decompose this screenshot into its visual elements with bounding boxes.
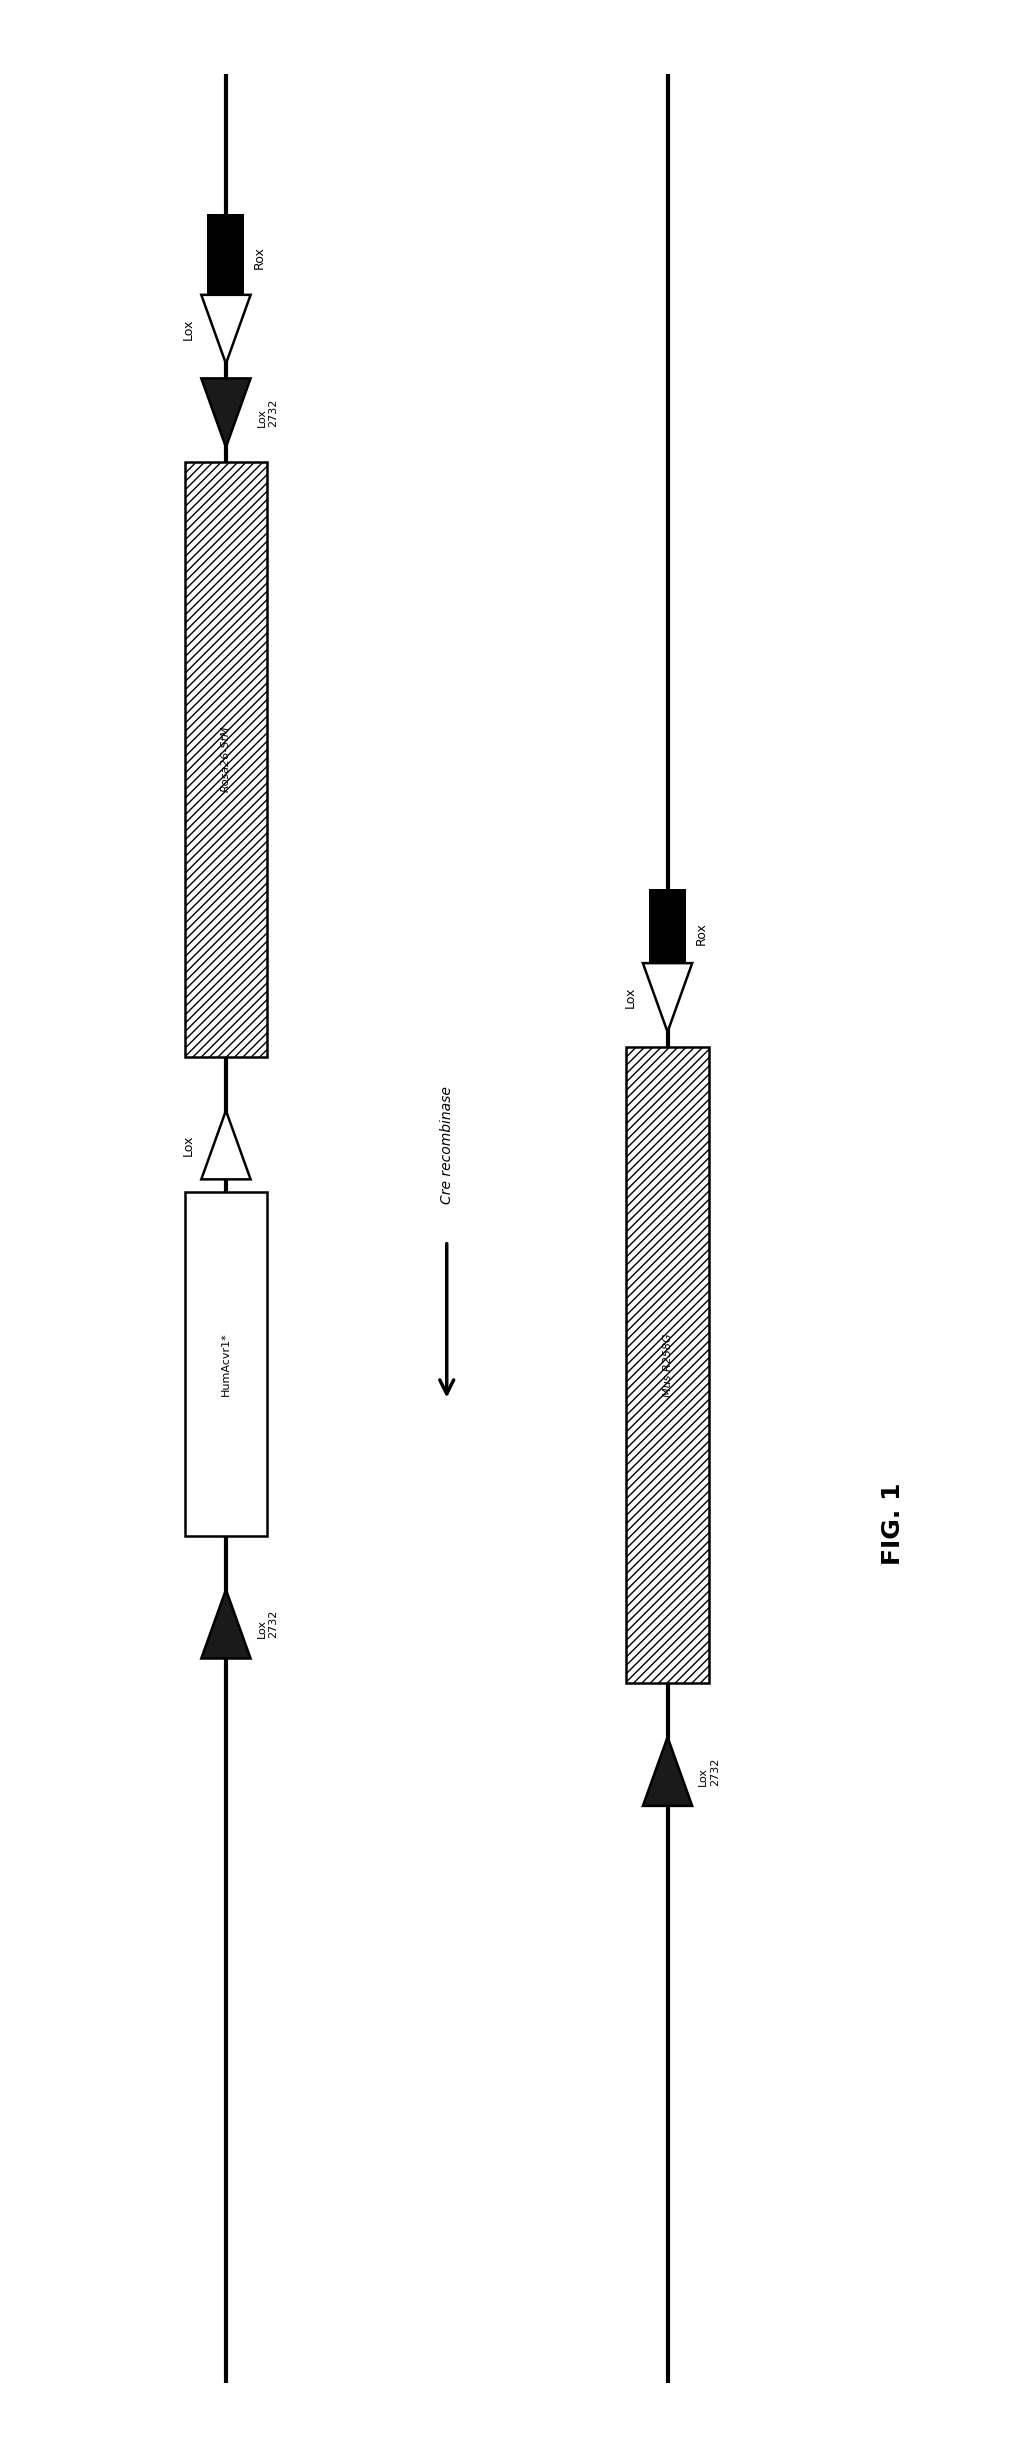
Text: Lox: Lox [182, 319, 195, 339]
Bar [649, 889, 686, 978]
Text: Rosa26-StM: Rosa26-StM [221, 725, 231, 794]
Polygon shape [201, 295, 251, 364]
Polygon shape [643, 1737, 692, 1806]
Text: Lox
2732: Lox 2732 [257, 398, 278, 428]
Polygon shape [643, 963, 692, 1032]
Text: Lox: Lox [623, 988, 637, 1007]
Text: Rox: Rox [694, 921, 708, 946]
Bar [185, 1192, 267, 1536]
Text: Lox: Lox [182, 1135, 195, 1155]
Polygon shape [201, 1111, 251, 1179]
Bar [185, 462, 267, 1057]
Text: Lox
2732: Lox 2732 [698, 1757, 720, 1786]
Polygon shape [201, 1590, 251, 1658]
Text: Lox
2732: Lox 2732 [257, 1609, 278, 1639]
Text: Cre recombinase: Cre recombinase [440, 1086, 454, 1204]
Bar [207, 214, 244, 302]
Text: FIG. 1: FIG. 1 [881, 1482, 906, 1565]
Text: Mus R258G: Mus R258G [662, 1334, 673, 1396]
Polygon shape [201, 378, 251, 447]
Text: Rox: Rox [253, 246, 266, 270]
Bar [626, 1047, 709, 1683]
Text: HumAcvr1*: HumAcvr1* [221, 1332, 231, 1396]
